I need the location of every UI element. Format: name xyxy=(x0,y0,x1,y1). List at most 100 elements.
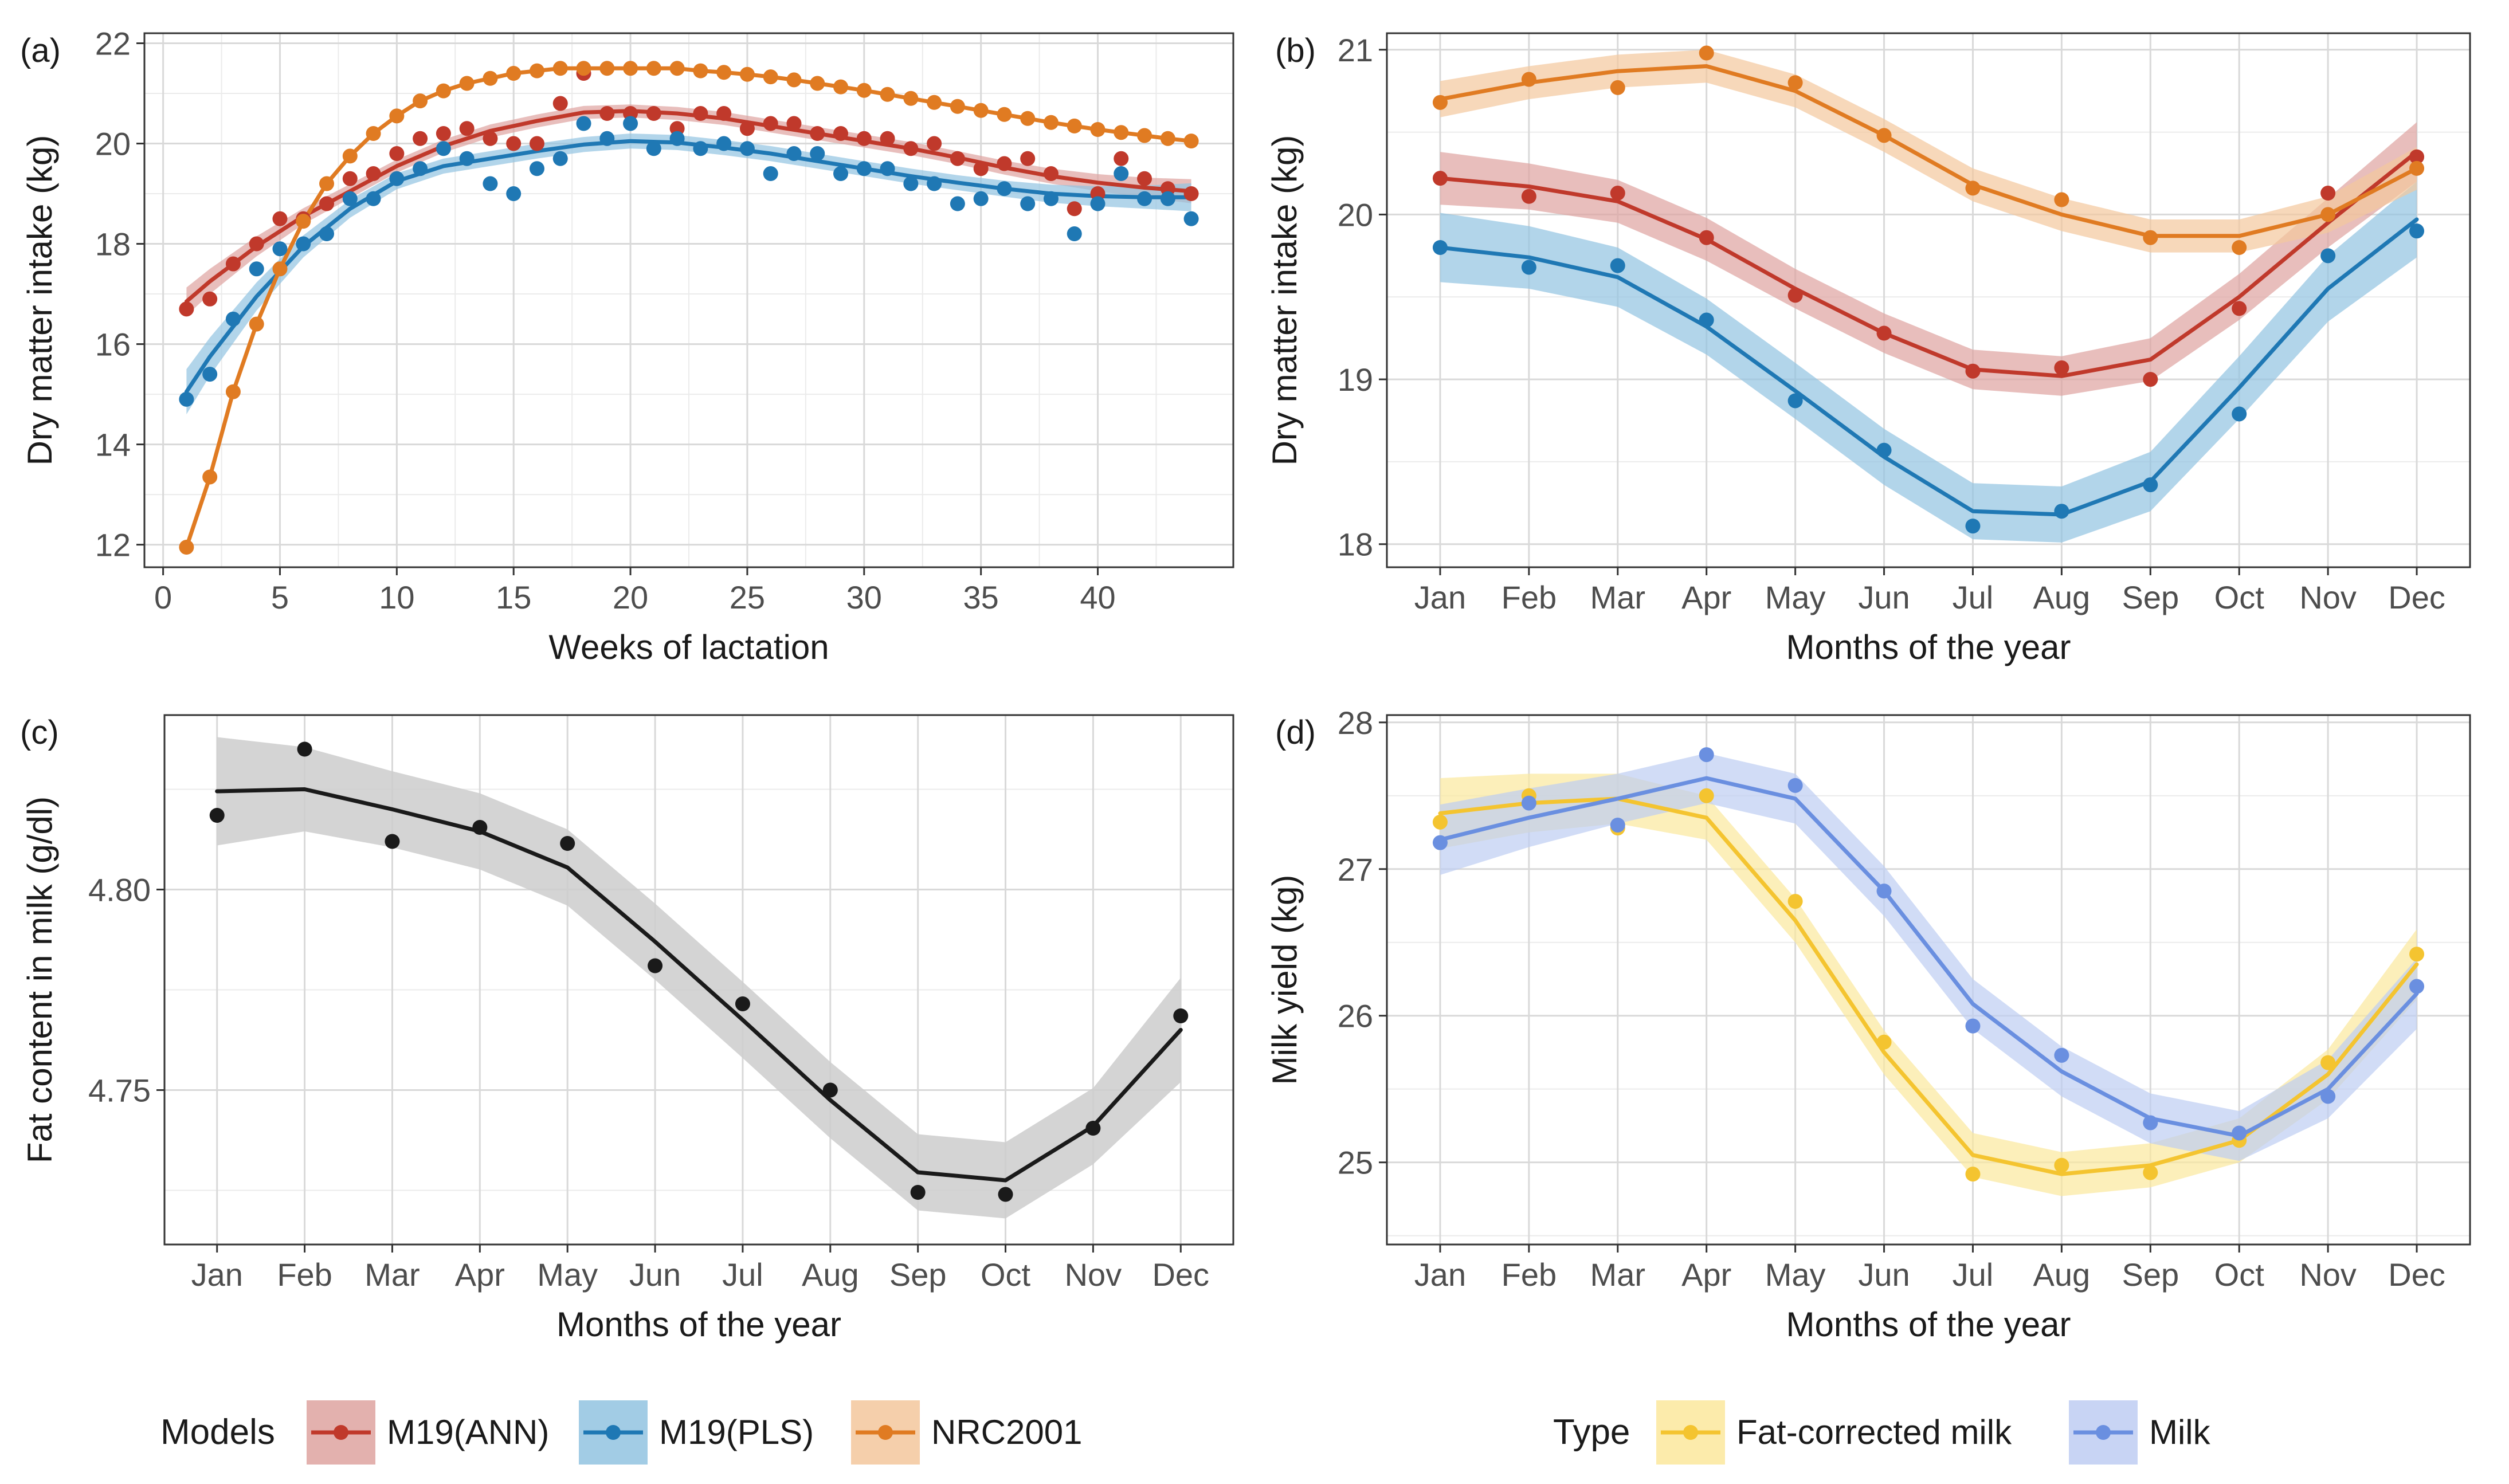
data-point xyxy=(2143,372,2158,387)
data-point xyxy=(856,161,872,176)
y-tick-label: 19 xyxy=(1338,362,1373,398)
data-point xyxy=(483,176,498,191)
y-tick-label: 20 xyxy=(1338,197,1373,233)
data-point xyxy=(1876,884,1892,899)
data-point xyxy=(1160,131,1175,146)
data-point xyxy=(202,291,218,307)
data-point xyxy=(910,1185,926,1200)
panel-letter: (c) xyxy=(20,714,59,751)
series-line-m19-pls- xyxy=(1438,217,2419,517)
x-tick-label: Dec xyxy=(2388,579,2445,615)
panel-a: 0 5 10 15 20 25 30 35 40 12 14 16 18 20 22 Weeks of lac… xyxy=(20,26,1234,666)
data-point xyxy=(2054,360,2069,375)
series-line-m19-ann- xyxy=(1438,150,2419,378)
confidence-band-m19-ann- xyxy=(1440,122,2417,396)
x-tick-label: 5 xyxy=(271,579,289,615)
data-point xyxy=(716,65,732,80)
data-point xyxy=(763,116,778,131)
data-point xyxy=(2054,192,2069,207)
data-point xyxy=(179,301,194,317)
data-point xyxy=(880,161,895,176)
legend-title: Type xyxy=(1553,1412,1630,1452)
data-point xyxy=(1085,1121,1101,1136)
data-point xyxy=(1432,240,1448,255)
y-tick-label: 27 xyxy=(1338,851,1373,888)
x-tick-label: Feb xyxy=(277,1257,332,1293)
x-tick-label: Jun xyxy=(1858,579,1910,615)
data-point xyxy=(856,131,872,146)
data-point xyxy=(389,108,405,124)
data-point xyxy=(1432,814,1448,830)
data-point xyxy=(576,116,591,131)
y-tick-label: 4.80 xyxy=(88,872,151,908)
x-tick-label: Jul xyxy=(722,1257,763,1293)
legend-label-fat-corrected-milk: Fat-corrected milk xyxy=(1736,1413,2012,1451)
data-point xyxy=(950,99,965,114)
data-point xyxy=(2409,149,2425,164)
data-point xyxy=(623,116,638,131)
x-tick-label: Dec xyxy=(1152,1257,1209,1293)
data-point xyxy=(1876,325,1892,341)
data-point xyxy=(1610,817,1625,833)
data-point xyxy=(997,107,1012,122)
x-tick-label: Nov xyxy=(2299,1257,2357,1293)
data-point xyxy=(436,141,451,156)
x-tick-label: Oct xyxy=(2214,579,2265,615)
data-point xyxy=(599,131,615,146)
data-point xyxy=(342,171,358,186)
y-tick-label: 26 xyxy=(1338,998,1373,1034)
data-point xyxy=(950,151,965,166)
series-line-nrc2001 xyxy=(1438,64,2419,238)
y-tick-label: 18 xyxy=(1338,527,1373,563)
x-tick-label: Oct xyxy=(981,1257,1031,1293)
data-point xyxy=(1137,128,1152,143)
data-point xyxy=(2143,477,2158,493)
data-point xyxy=(1699,312,1714,328)
data-point xyxy=(225,384,241,399)
data-point xyxy=(973,103,989,118)
y-axis-title: Fat content in milk (g/dl) xyxy=(21,796,59,1163)
data-point xyxy=(1521,189,1536,204)
data-point xyxy=(2232,406,2247,422)
data-point xyxy=(1876,1034,1892,1050)
data-point xyxy=(202,367,218,382)
data-point xyxy=(810,76,825,91)
x-tick-label: 25 xyxy=(730,579,765,615)
data-point xyxy=(2232,240,2247,255)
data-point xyxy=(1432,171,1448,186)
x-tick-label: Sep xyxy=(2122,1257,2179,1293)
x-tick-label: Jan xyxy=(1414,1257,1466,1293)
data-point xyxy=(1787,894,1803,909)
data-point xyxy=(413,131,428,146)
x-tick-label: 15 xyxy=(496,579,531,615)
data-point xyxy=(810,146,825,162)
x-tick-label: Mar xyxy=(1590,1257,1645,1293)
data-point xyxy=(1432,835,1448,850)
data-point xyxy=(2054,1157,2069,1173)
data-point xyxy=(997,181,1012,197)
data-point xyxy=(1699,747,1714,763)
data-point xyxy=(927,95,942,110)
data-point xyxy=(903,141,919,156)
data-point xyxy=(272,241,288,257)
panel-c: Jan Feb Mar Apr May Jun Jul Aug Sep Oct Nov Dec 4.75… xyxy=(20,714,1234,1344)
data-point xyxy=(366,166,381,182)
data-point xyxy=(1183,186,1199,202)
data-point xyxy=(225,311,241,327)
x-tick-label: Apr xyxy=(1681,579,1731,615)
data-point xyxy=(1699,45,1714,61)
data-point xyxy=(2320,207,2336,222)
x-tick-label: Jan xyxy=(191,1257,243,1293)
data-point xyxy=(927,176,942,191)
data-point xyxy=(506,186,522,202)
data-point xyxy=(693,141,708,156)
x-tick-label: Mar xyxy=(364,1257,420,1293)
data-point xyxy=(739,141,755,156)
x-axis-title: Months of the year xyxy=(1786,628,2071,666)
data-point xyxy=(209,808,225,823)
x-tick-label: May xyxy=(1765,1257,1826,1293)
panel-letter: (a) xyxy=(20,32,61,69)
x-tick-label: Apr xyxy=(455,1257,505,1293)
confidence-band-fat-content xyxy=(217,737,1181,1219)
data-point xyxy=(319,176,335,191)
